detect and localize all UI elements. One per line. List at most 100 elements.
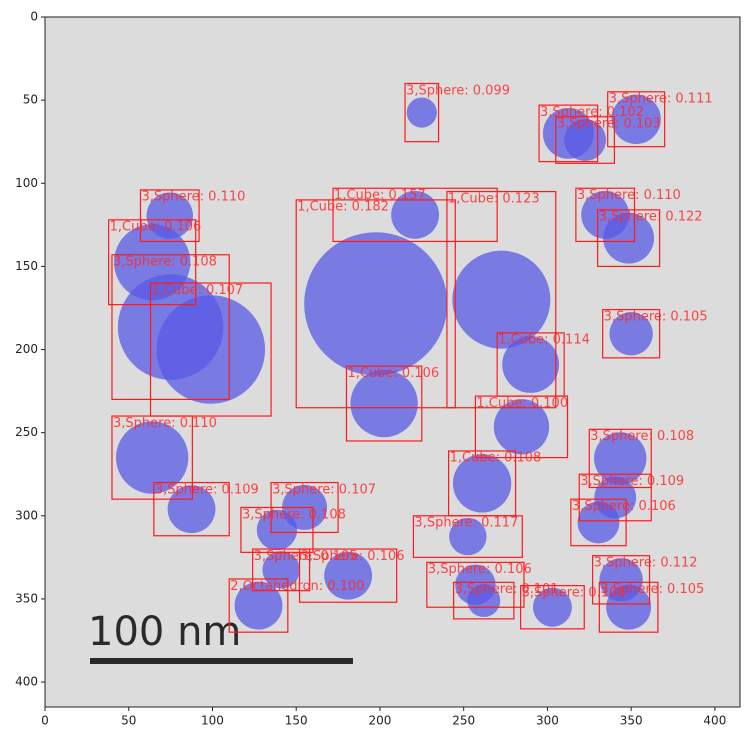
particle [167, 485, 216, 534]
detection-label: 3,Sphere: 0.110 [113, 416, 217, 431]
particle [577, 501, 620, 544]
detection-label: 3,Sphere: 0.105 [254, 549, 358, 564]
y-tick-label: 300 [15, 508, 38, 522]
x-tick-label: 400 [703, 714, 726, 728]
particle [532, 587, 572, 627]
particle [324, 551, 373, 600]
detection-box [538, 104, 599, 163]
detection-label: 3,Sphere: 0.110 [577, 188, 681, 203]
particle [452, 454, 512, 513]
detection-box [153, 481, 230, 537]
detection-box [555, 116, 615, 164]
detection-box [597, 209, 661, 267]
x-tick-label: 150 [285, 714, 308, 728]
particle [350, 369, 418, 438]
detection-box [108, 219, 197, 306]
detection-box [412, 515, 523, 558]
detections: 3,Sphere: 0.099 3,Sphere: 0.111 3,Sphere: … [108, 82, 713, 633]
detection-label: 3,Sphere: 0.106 [301, 549, 405, 564]
detection-box [252, 548, 311, 592]
detection-box [474, 395, 569, 459]
particle [467, 584, 501, 618]
x-tick-label: 50 [121, 714, 136, 728]
detection-box [578, 473, 652, 522]
detection-box [332, 187, 498, 243]
x-tick-label: 250 [452, 714, 475, 728]
x-tick-label: 100 [201, 714, 224, 728]
y-tick-label: 50 [23, 93, 38, 107]
detection-label: 3,Sphere: 0.103 [557, 117, 661, 132]
detection-box [240, 506, 314, 553]
detection-box [570, 498, 627, 547]
detection-label: 3,Sphere: 0.108 [113, 255, 217, 270]
detection-label: 3,Sphere: 0.105 [604, 309, 708, 324]
detection-label: 1,Cube: 0.182 [297, 200, 389, 215]
particle [502, 336, 560, 393]
detection-label: 3,Sphere: 0.099 [406, 83, 510, 98]
detection-box [602, 309, 661, 359]
detection-label: 3,Sphere: 0.106 [572, 499, 676, 514]
detection-box [139, 189, 200, 243]
detection-label: 1,Cube: 0.123 [448, 191, 540, 206]
particle [304, 232, 448, 376]
detection-label: 1,Cube: 0.106 [347, 366, 439, 381]
detection-box [298, 548, 398, 603]
y-tick-label: 350 [15, 591, 38, 605]
detection-box [575, 187, 636, 243]
x-tick-label: 0 [41, 714, 49, 728]
detection-label: 3,Sphere: 0.109 [155, 482, 259, 497]
detection-label: 3,Sphere: 0.117 [414, 516, 518, 531]
particle [493, 399, 550, 455]
detection-label: 3,Sphere: 0.106 [428, 562, 532, 577]
detection-label: 2,Octahedron: 0.100 [230, 579, 364, 594]
particle [391, 190, 440, 239]
detection-label: 1,Cube: 0.100 [476, 396, 568, 411]
particle [256, 509, 298, 551]
particle [611, 94, 661, 144]
detection-label: 3,Sphere: 0.108 [242, 507, 346, 522]
detection-box [149, 282, 272, 417]
detection-box [345, 365, 423, 442]
detection-label: 3,Sphere: 0.107 [272, 482, 376, 497]
detection-box [588, 428, 652, 489]
detection-box [592, 555, 651, 605]
axes-frame [44, 16, 741, 708]
detection-label: 3,Sphere: 0.105 [600, 582, 704, 597]
detection-box [520, 585, 585, 630]
detection-box [607, 91, 666, 148]
detection-label: 3,Sphere: 0.109 [580, 474, 684, 489]
x-tick-label: 200 [368, 714, 391, 728]
detection-box [453, 581, 515, 620]
detection-label: 1,Cube: 0.107 [152, 283, 244, 298]
particle [594, 432, 647, 485]
y-tick-label: 0 [30, 10, 38, 24]
detection-box [446, 190, 557, 409]
detection-label: 1,Cube: 0.108 [450, 451, 542, 466]
particle [452, 250, 551, 349]
detection-box [111, 415, 193, 500]
scale-bar-label: 100 nm [88, 609, 241, 655]
particle [564, 119, 607, 161]
detection-label: 3,Sphere: 0.110 [141, 190, 245, 205]
x-tick-label: 300 [536, 714, 559, 728]
detection-label: 3,Sphere: 0.111 [609, 92, 713, 107]
x-tick-label: 350 [620, 714, 643, 728]
particle [603, 212, 655, 264]
detection-box [426, 561, 525, 608]
detection-label: 3,Sphere: 0.112 [594, 555, 698, 570]
detection-box [111, 254, 230, 401]
particle [406, 97, 437, 128]
y-tick-label: 100 [15, 176, 38, 190]
detection-label: 1,Cube: 0.114 [498, 333, 590, 348]
detection-box [598, 581, 659, 633]
particle [234, 581, 283, 630]
detection-label: 1,Cube: 0.106 [110, 220, 202, 235]
particle [156, 295, 266, 404]
y-tick-label: 150 [15, 259, 38, 273]
detection-box [295, 199, 456, 409]
particle [116, 421, 189, 494]
particle [606, 584, 652, 630]
detection-box [404, 82, 440, 143]
y-tick-label: 200 [15, 342, 38, 356]
